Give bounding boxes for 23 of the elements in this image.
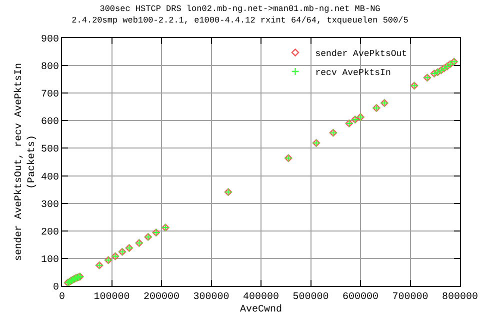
x-tick-label: 300000 [193,292,230,303]
y-tick-label: 600 [40,117,59,128]
x-tick-label: 400000 [242,292,280,303]
y-tick-label: 800 [40,62,59,74]
x-tick-label: 100000 [94,292,130,303]
legend-label: recv AvePktsIn [315,68,391,78]
x-tick-label: 200000 [143,292,180,303]
x-axis-title: AveCwnd [240,304,282,316]
y-tick-label: 900 [40,34,59,46]
y-tick-label: 100 [40,254,59,266]
y-tick-label: 700 [40,90,59,101]
y-tick-label: 400 [40,172,59,184]
legend-label: sender AvePktsOut [315,49,408,60]
y-tick-label: 200 [40,227,59,238]
x-tick-label: 800000 [442,292,478,303]
y-tick-label: 500 [40,144,59,156]
x-tick-label: 600000 [342,292,379,303]
y-tick-label: 0 [52,282,59,294]
x-tick-label: 700000 [392,292,428,303]
y-tick-label: 300 [40,200,59,211]
chart-title: 300sec HSTCP DRS lon02.mb-ng.net->man01.mb-ng.net MB-NG 2.4.20smp web100-2.2.1, e1000-4.4.12 rxint 64/64, txqueuelen 500/5 [72,4,408,26]
x-tick-label: 500000 [292,292,329,303]
y-axis-title: sender AvePktsOut, recv AvePktsIn (Packets) [12,62,38,262]
